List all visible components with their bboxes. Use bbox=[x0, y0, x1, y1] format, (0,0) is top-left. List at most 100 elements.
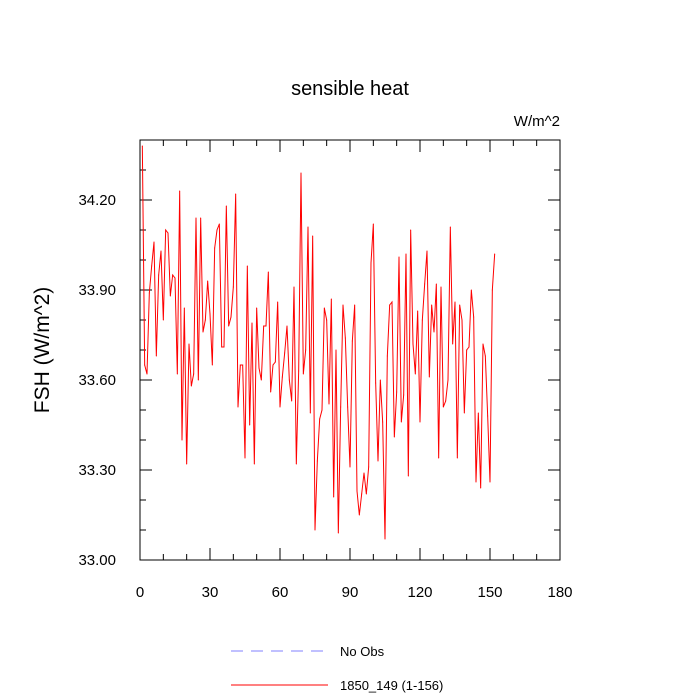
data-point bbox=[188, 343, 190, 345]
axis-ticks bbox=[139, 139, 561, 561]
data-point bbox=[155, 355, 157, 357]
y-tick-label: 34.20 bbox=[78, 192, 116, 209]
data-point bbox=[435, 283, 437, 285]
data-point bbox=[148, 292, 150, 294]
data-point bbox=[377, 460, 379, 462]
data-point bbox=[454, 301, 456, 303]
data-point bbox=[328, 403, 330, 405]
data-point bbox=[461, 319, 463, 321]
data-point bbox=[405, 253, 407, 255]
data-point bbox=[347, 406, 349, 408]
data-point bbox=[447, 379, 449, 381]
y-tick-label: 33.60 bbox=[78, 372, 116, 389]
data-point bbox=[237, 406, 239, 408]
data-point bbox=[386, 355, 388, 357]
data-point bbox=[354, 304, 356, 306]
data-point bbox=[396, 391, 398, 393]
data-point bbox=[265, 325, 267, 327]
data-point bbox=[274, 361, 276, 363]
data-point bbox=[403, 394, 405, 396]
data-point bbox=[449, 226, 451, 228]
data-point bbox=[230, 316, 232, 318]
data-point bbox=[361, 493, 363, 495]
data-point bbox=[494, 253, 496, 255]
data-point bbox=[172, 274, 174, 276]
data-point bbox=[202, 331, 204, 333]
data-point bbox=[452, 343, 454, 345]
data-point bbox=[174, 277, 176, 279]
data-point bbox=[221, 346, 223, 348]
data-point bbox=[179, 190, 181, 192]
data-point bbox=[382, 421, 384, 423]
data-point bbox=[293, 286, 295, 288]
data-point bbox=[279, 406, 281, 408]
data-point bbox=[358, 514, 360, 516]
data-point bbox=[340, 406, 342, 408]
data-point bbox=[456, 457, 458, 459]
data-point bbox=[484, 355, 486, 357]
data-point bbox=[375, 382, 377, 384]
data-point bbox=[298, 370, 300, 372]
y-tick-label: 33.90 bbox=[78, 282, 116, 299]
data-point bbox=[309, 412, 311, 414]
data-point bbox=[242, 364, 244, 366]
data-point bbox=[144, 364, 146, 366]
data-point bbox=[424, 283, 426, 285]
chart-title: sensible heat bbox=[291, 78, 409, 100]
data-point bbox=[389, 304, 391, 306]
data-point bbox=[291, 400, 293, 402]
data-point bbox=[200, 217, 202, 219]
data-point bbox=[459, 304, 461, 306]
data-point bbox=[176, 373, 178, 375]
data-point bbox=[442, 406, 444, 408]
data-point bbox=[183, 307, 185, 309]
data-point bbox=[470, 289, 472, 291]
data-point bbox=[321, 409, 323, 411]
data-point bbox=[169, 295, 171, 297]
data-point bbox=[256, 307, 258, 309]
data-point bbox=[160, 250, 162, 252]
data-point bbox=[246, 265, 248, 267]
data-point bbox=[445, 400, 447, 402]
data-point bbox=[223, 346, 225, 348]
data-point bbox=[410, 229, 412, 231]
data-point bbox=[414, 373, 416, 375]
data-point bbox=[305, 349, 307, 351]
data-point bbox=[286, 325, 288, 327]
data-point bbox=[475, 481, 477, 483]
data-point bbox=[209, 313, 211, 315]
data-point bbox=[480, 487, 482, 489]
data-point bbox=[235, 193, 237, 195]
data-point bbox=[393, 436, 395, 438]
data-point bbox=[368, 466, 370, 468]
data-point bbox=[417, 310, 419, 312]
legend-label-1850-149: 1850_149 (1-156) bbox=[340, 678, 443, 693]
data-point bbox=[372, 223, 374, 225]
data-point bbox=[412, 343, 414, 345]
data-point bbox=[162, 319, 164, 321]
data-point bbox=[473, 316, 475, 318]
x-tick-label: 0 bbox=[136, 584, 144, 601]
data-point bbox=[326, 319, 328, 321]
data-point bbox=[270, 391, 272, 393]
data-point bbox=[431, 304, 433, 306]
data-point bbox=[482, 343, 484, 345]
data-point bbox=[466, 349, 468, 351]
series-line-1850-149 bbox=[141, 145, 496, 540]
data-point bbox=[158, 274, 160, 276]
x-tick-label: 150 bbox=[477, 584, 502, 601]
data-point bbox=[307, 226, 309, 228]
data-point bbox=[365, 493, 367, 495]
data-point bbox=[258, 367, 260, 369]
data-point bbox=[351, 340, 353, 342]
data-point bbox=[181, 439, 183, 441]
data-point bbox=[197, 379, 199, 381]
x-tick-label: 60 bbox=[272, 584, 289, 601]
data-point bbox=[477, 412, 479, 414]
data-point bbox=[330, 298, 332, 300]
data-point bbox=[284, 352, 286, 354]
data-point bbox=[344, 337, 346, 339]
data-point bbox=[419, 421, 421, 423]
x-tick-label: 120 bbox=[407, 584, 432, 601]
y-tick-label: 33.30 bbox=[78, 462, 116, 479]
